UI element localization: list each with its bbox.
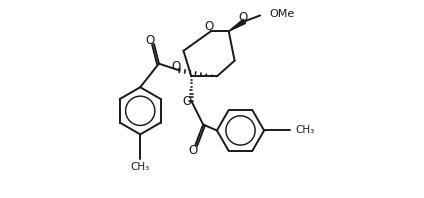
Polygon shape [229,19,245,31]
Text: OMe: OMe [270,10,295,19]
Text: O: O [189,144,198,157]
Text: O: O [171,60,180,73]
Text: CH₃: CH₃ [296,126,315,135]
Text: O: O [182,95,192,109]
Text: O: O [239,10,248,24]
Text: O: O [146,34,155,47]
Text: O: O [205,20,214,33]
Text: CH₃: CH₃ [131,162,150,172]
